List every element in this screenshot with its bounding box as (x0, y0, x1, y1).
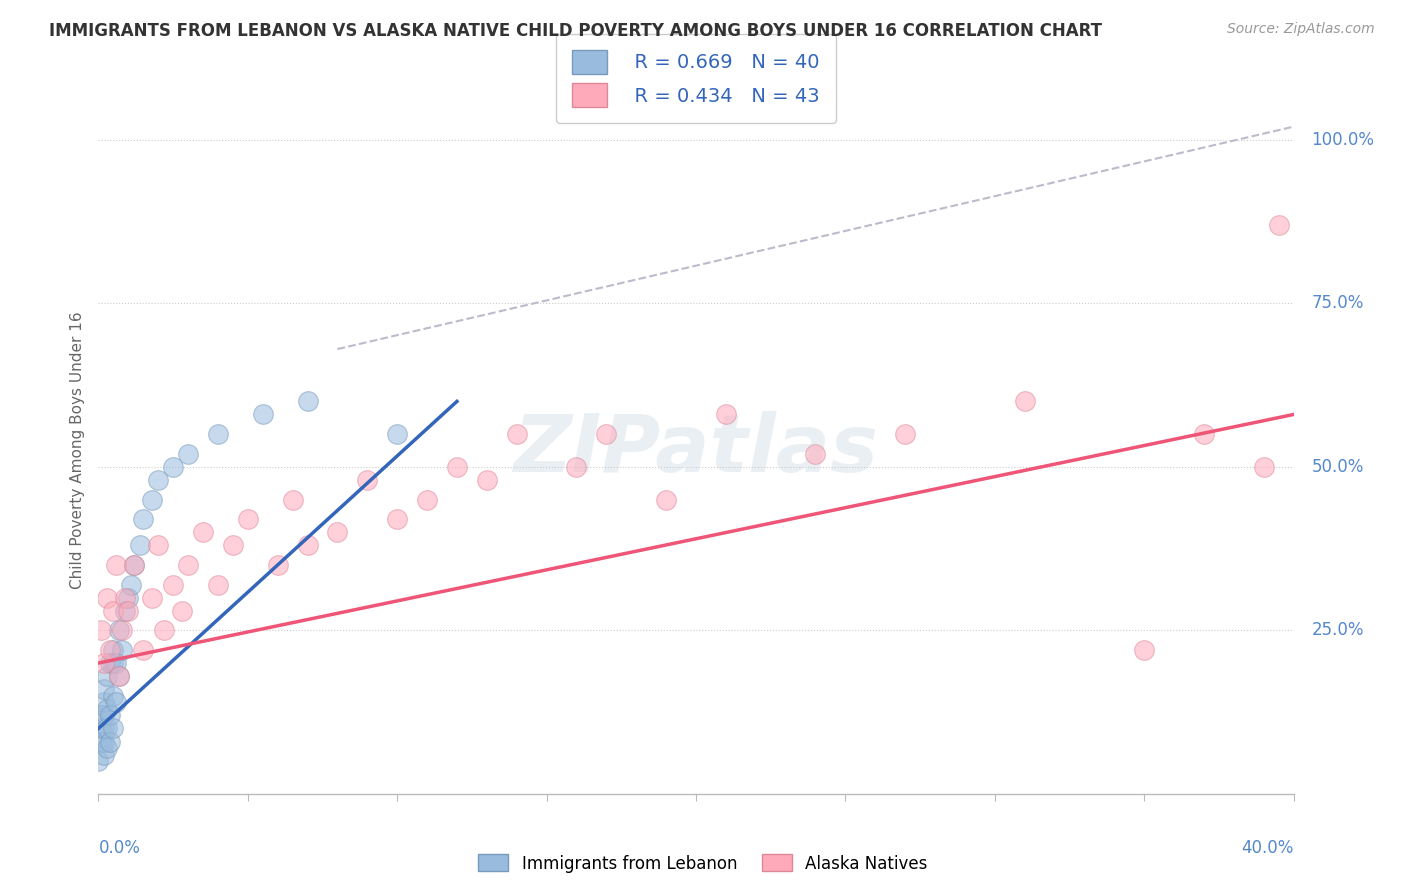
Point (267, 558, 290, 572)
Text: 40.0%: 40.0% (1241, 838, 1294, 856)
Point (132, 643, 155, 657)
Point (356, 473, 378, 487)
Point (1133, 643, 1156, 657)
Point (103, 689, 125, 703)
Point (141, 492, 163, 507)
Point (297, 538, 319, 552)
Point (177, 447, 200, 461)
Point (172, 604, 194, 618)
Point (385, 427, 409, 442)
Point (141, 591, 163, 605)
Point (90, 722, 112, 736)
Point (108, 669, 131, 683)
Point (207, 577, 229, 591)
Point (236, 512, 259, 526)
Point (1253, 459, 1275, 474)
Text: Source: ZipAtlas.com: Source: ZipAtlas.com (1227, 22, 1375, 37)
Point (111, 643, 134, 657)
Text: ZIPatlas: ZIPatlas (513, 411, 879, 490)
Point (177, 558, 200, 572)
Point (506, 427, 529, 442)
Point (93, 708, 115, 723)
Point (93, 722, 115, 736)
Point (297, 394, 319, 409)
Text: 100.0%: 100.0% (1312, 131, 1375, 149)
Point (103, 643, 125, 657)
Point (894, 427, 917, 442)
Point (446, 459, 468, 474)
Point (103, 604, 125, 618)
Point (148, 538, 170, 552)
Point (105, 695, 128, 709)
Point (252, 408, 274, 422)
Point (191, 525, 214, 540)
Point (714, 408, 737, 422)
Point (98, 708, 122, 723)
Point (207, 427, 229, 442)
Point (105, 656, 128, 670)
Point (96, 741, 118, 756)
Point (1267, 218, 1289, 232)
Text: 50.0%: 50.0% (1312, 458, 1364, 475)
Point (565, 459, 588, 474)
Point (93, 682, 115, 697)
Point (117, 591, 139, 605)
Point (90, 734, 112, 748)
Point (87, 754, 110, 768)
Point (108, 669, 131, 683)
Point (114, 604, 136, 618)
Point (98, 656, 122, 670)
Point (475, 473, 498, 487)
Point (162, 459, 184, 474)
Point (148, 473, 170, 487)
Point (222, 538, 245, 552)
Point (1014, 394, 1036, 409)
Point (120, 577, 142, 591)
Point (103, 722, 125, 736)
Point (117, 604, 139, 618)
Point (111, 624, 134, 638)
Point (385, 512, 409, 526)
Point (655, 492, 678, 507)
Point (114, 591, 136, 605)
Point (98, 734, 122, 748)
Point (1192, 427, 1215, 442)
Point (132, 512, 155, 526)
Point (595, 427, 617, 442)
Point (326, 525, 349, 540)
Point (96, 702, 118, 716)
Point (90, 624, 112, 638)
Point (93, 747, 115, 762)
Point (416, 492, 439, 507)
Text: IMMIGRANTS FROM LEBANON VS ALASKA NATIVE CHILD POVERTY AMONG BOYS UNDER 16 CORRE: IMMIGRANTS FROM LEBANON VS ALASKA NATIVE… (49, 22, 1102, 40)
Text: 25.0%: 25.0% (1312, 622, 1364, 640)
Point (93, 695, 115, 709)
Point (129, 538, 152, 552)
Legend: Immigrants from Lebanon, Alaska Natives: Immigrants from Lebanon, Alaska Natives (471, 847, 935, 880)
Point (93, 656, 115, 670)
Point (90, 708, 112, 723)
Point (281, 492, 304, 507)
Point (108, 624, 131, 638)
Point (96, 722, 118, 736)
Text: 0.0%: 0.0% (98, 838, 141, 856)
Point (103, 656, 125, 670)
Point (162, 577, 184, 591)
Text: 75.0%: 75.0% (1312, 294, 1364, 312)
Point (124, 558, 146, 572)
Point (105, 558, 128, 572)
Point (153, 624, 176, 638)
Legend:   R = 0.669   N = 40,   R = 0.434   N = 43: R = 0.669 N = 40, R = 0.434 N = 43 (557, 34, 835, 122)
Point (98, 643, 122, 657)
Point (93, 734, 115, 748)
Point (804, 447, 827, 461)
Point (96, 591, 118, 605)
Point (96, 669, 118, 683)
Point (124, 558, 146, 572)
Y-axis label: Child Poverty Among Boys Under 16: Child Poverty Among Boys Under 16 (69, 311, 84, 590)
